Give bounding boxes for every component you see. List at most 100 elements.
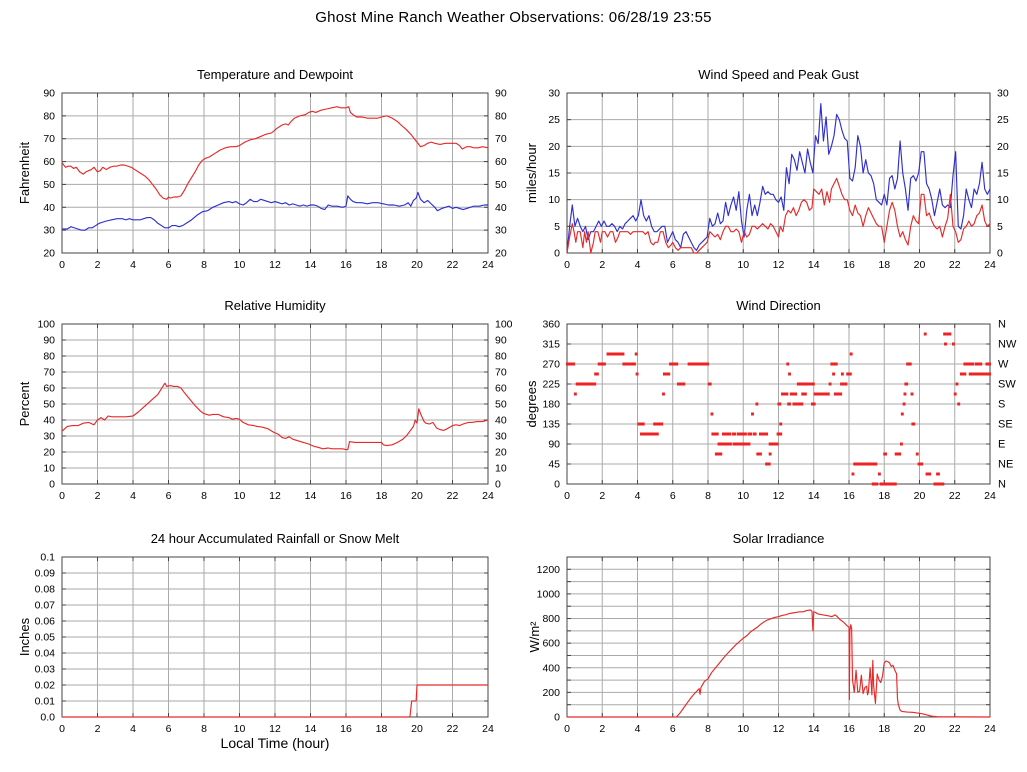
svg-text:0: 0 [59,490,65,502]
svg-text:22: 22 [949,490,961,502]
svg-text:80: 80 [495,351,507,363]
svg-text:10: 10 [234,490,246,502]
svg-text:30: 30 [495,431,507,443]
svg-text:20: 20 [914,259,926,271]
x-tick-labels: 0 2 4 6 8 10 12 14 16 18 20 22 24 [59,490,494,502]
svg-text:24: 24 [984,723,996,735]
svg-text:16: 16 [340,259,352,271]
svg-text:10: 10 [997,194,1009,206]
plot-border [566,92,991,254]
y-tick-labels-left: 0.0 0.01 0.02 0.03 0.04 0.05 0.06 0.07 0.08 0.09 0… [35,552,56,724]
y-tick-labels-right: 20 30 40 50 60 70 80 90 [495,88,507,260]
temperature-dewpoint-chart: 0 2 4 6 8 10 12 14 16 18 20 22 242030405060708090203… [43,88,507,272]
svg-text:70: 70 [495,133,507,145]
svg-text:0: 0 [495,479,501,491]
series-temperature [61,106,489,200]
svg-text:50: 50 [495,179,507,191]
svg-text:18: 18 [376,259,388,271]
chart-title-relative-humidity: Relative Humidity [224,298,326,313]
svg-text:0.06: 0.06 [35,616,56,628]
x-tick-labels: 0 2 4 6 8 10 12 14 16 18 20 22 24 [564,490,996,502]
svg-text:12: 12 [269,490,281,502]
svg-text:40: 40 [495,415,507,427]
svg-text:90: 90 [495,88,507,100]
svg-text:18: 18 [878,723,890,735]
svg-text:0: 0 [59,259,65,271]
svg-text:0.1: 0.1 [40,552,55,564]
svg-text:200: 200 [542,687,560,699]
svg-text:14: 14 [305,259,317,271]
chart-title-wind-speed-gust: Wind Speed and Peak Gust [698,67,859,82]
svg-text:60: 60 [43,383,55,395]
y-tick-labels-left: 0 10 20 30 40 50 60 70 80 90 100 [37,319,55,491]
svg-text:6: 6 [670,259,676,271]
svg-text:4: 4 [130,723,136,735]
svg-text:24: 24 [482,259,494,271]
svg-text:70: 70 [43,367,55,379]
svg-text:2: 2 [599,490,605,502]
svg-text:1200: 1200 [537,564,561,576]
svg-text:6: 6 [166,723,172,735]
svg-text:2: 2 [95,723,101,735]
x-tick-labels: 0 2 4 6 8 10 12 14 16 18 20 22 24 [59,723,494,735]
svg-text:12: 12 [773,490,785,502]
svg-text:16: 16 [843,259,855,271]
grid [62,324,488,484]
svg-text:4: 4 [635,259,641,271]
svg-text:16: 16 [843,723,855,735]
svg-text:400: 400 [542,662,560,674]
grid [62,93,488,253]
svg-text:4: 4 [635,490,641,502]
svg-text:40: 40 [43,415,55,427]
svg-text:4: 4 [130,490,136,502]
svg-text:600: 600 [542,638,560,650]
svg-text:60: 60 [495,383,507,395]
svg-text:NW: NW [998,339,1017,351]
y-tick-labels-right: N NW W SW S SE E NE N [998,319,1017,491]
svg-text:0: 0 [564,490,570,502]
svg-text:20: 20 [43,447,55,459]
svg-text:6: 6 [670,723,676,735]
svg-text:90: 90 [43,335,55,347]
svg-text:360: 360 [542,319,560,331]
svg-text:22: 22 [949,723,961,735]
svg-text:0: 0 [997,248,1003,260]
svg-text:22: 22 [447,490,459,502]
svg-text:20: 20 [914,723,926,735]
series-dewpoint [61,191,489,231]
svg-text:22: 22 [447,259,459,271]
svg-text:6: 6 [166,259,172,271]
svg-text:24: 24 [482,490,494,502]
svg-text:8: 8 [201,259,207,271]
svg-text:10: 10 [548,194,560,206]
svg-text:22: 22 [447,723,459,735]
svg-text:50: 50 [495,399,507,411]
svg-text:20: 20 [43,248,55,260]
svg-text:4: 4 [635,723,641,735]
svg-text:S: S [998,399,1005,411]
svg-text:20: 20 [411,490,423,502]
svg-text:10: 10 [495,463,507,475]
svg-text:70: 70 [43,133,55,145]
svg-text:0: 0 [554,479,560,491]
svg-text:25: 25 [997,114,1009,126]
svg-text:2: 2 [599,259,605,271]
svg-text:80: 80 [43,351,55,363]
svg-text:18: 18 [878,490,890,502]
svg-text:10: 10 [234,259,246,271]
svg-text:22: 22 [949,259,961,271]
svg-text:18: 18 [878,259,890,271]
svg-text:6: 6 [670,490,676,502]
svg-text:180: 180 [542,399,560,411]
plot-border [566,323,991,485]
chart-title-temperature-dewpoint: Temperature and Dewpoint [196,67,354,82]
x-tick-labels: 0 2 4 6 8 10 12 14 16 18 20 22 24 [564,723,996,735]
svg-text:225: 225 [542,379,560,391]
svg-text:20: 20 [914,490,926,502]
svg-text:0.03: 0.03 [35,664,56,676]
svg-text:0.07: 0.07 [35,600,56,612]
svg-text:0: 0 [554,712,560,724]
svg-text:50: 50 [43,399,55,411]
svg-text:14: 14 [808,490,820,502]
